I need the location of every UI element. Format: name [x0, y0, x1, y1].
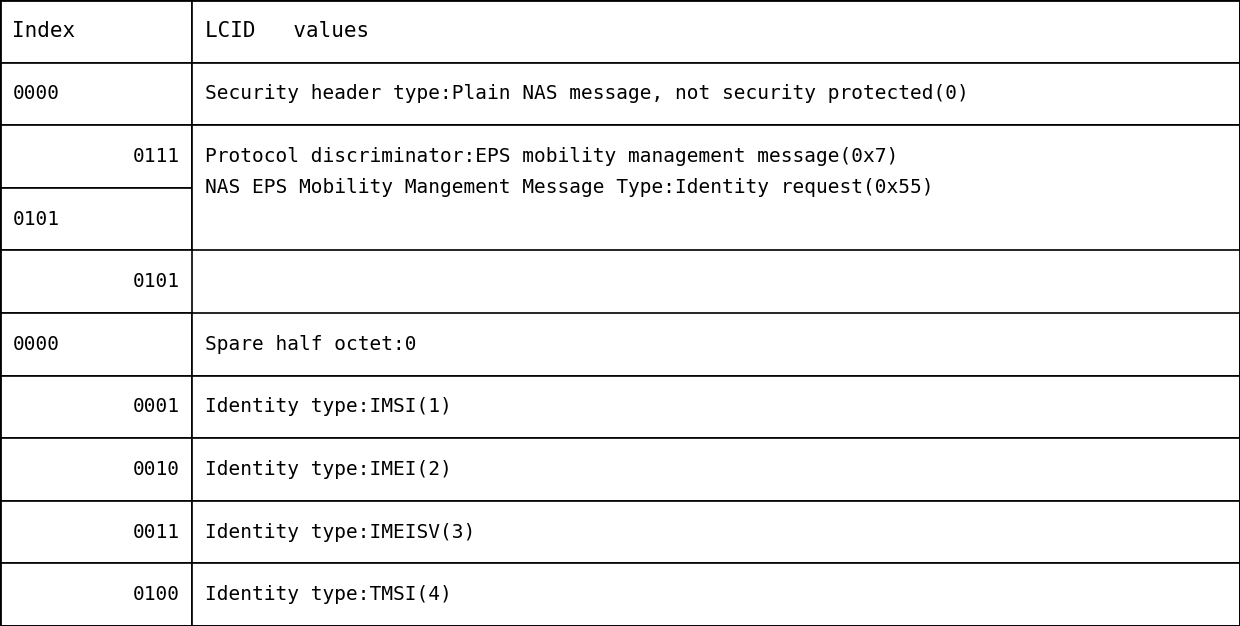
Bar	[192, 501, 1240, 563]
Text: Identity type:IMEISV(3): Identity type:IMEISV(3)	[205, 523, 475, 541]
Bar	[0, 376, 192, 438]
Text: 0111: 0111	[133, 147, 180, 166]
Bar	[0, 313, 192, 376]
Text: Spare half octet:0: Spare half octet:0	[205, 335, 417, 354]
Bar	[0, 188, 192, 250]
Text: 0011: 0011	[133, 523, 180, 541]
Text: Identity type:IMSI(1): Identity type:IMSI(1)	[205, 398, 451, 416]
Text: Protocol discriminator:EPS mobility management message(0x7): Protocol discriminator:EPS mobility mana…	[205, 147, 898, 166]
Bar	[192, 376, 1240, 438]
Text: Identity type:IMEI(2): Identity type:IMEI(2)	[205, 460, 451, 479]
Bar	[0, 250, 192, 313]
Text: 0101: 0101	[12, 210, 60, 228]
Bar	[192, 125, 1240, 250]
Bar	[0, 501, 192, 563]
Bar	[0, 125, 192, 188]
Text: Index: Index	[12, 21, 76, 41]
Text: 0010: 0010	[133, 460, 180, 479]
Bar	[192, 313, 1240, 376]
Text: 0000: 0000	[12, 85, 60, 103]
Text: 0000: 0000	[12, 335, 60, 354]
Bar	[0, 63, 192, 125]
Bar	[0, 0, 192, 63]
Bar	[192, 563, 1240, 626]
Text: 0001: 0001	[133, 398, 180, 416]
Text: Identity type:TMSI(4): Identity type:TMSI(4)	[205, 585, 451, 604]
Bar	[192, 0, 1240, 63]
Bar	[192, 125, 1240, 188]
Bar	[192, 63, 1240, 125]
Text: 0100: 0100	[133, 585, 180, 604]
Text: NAS EPS Mobility Mangement Message Type:Identity request(0x55): NAS EPS Mobility Mangement Message Type:…	[205, 178, 934, 197]
Text: 0101: 0101	[133, 272, 180, 291]
Bar	[0, 438, 192, 501]
Text: Security header type:Plain NAS message, not security protected(0): Security header type:Plain NAS message, …	[205, 85, 968, 103]
Bar	[0, 563, 192, 626]
Text: LCID   values: LCID values	[205, 21, 368, 41]
Bar	[192, 438, 1240, 501]
